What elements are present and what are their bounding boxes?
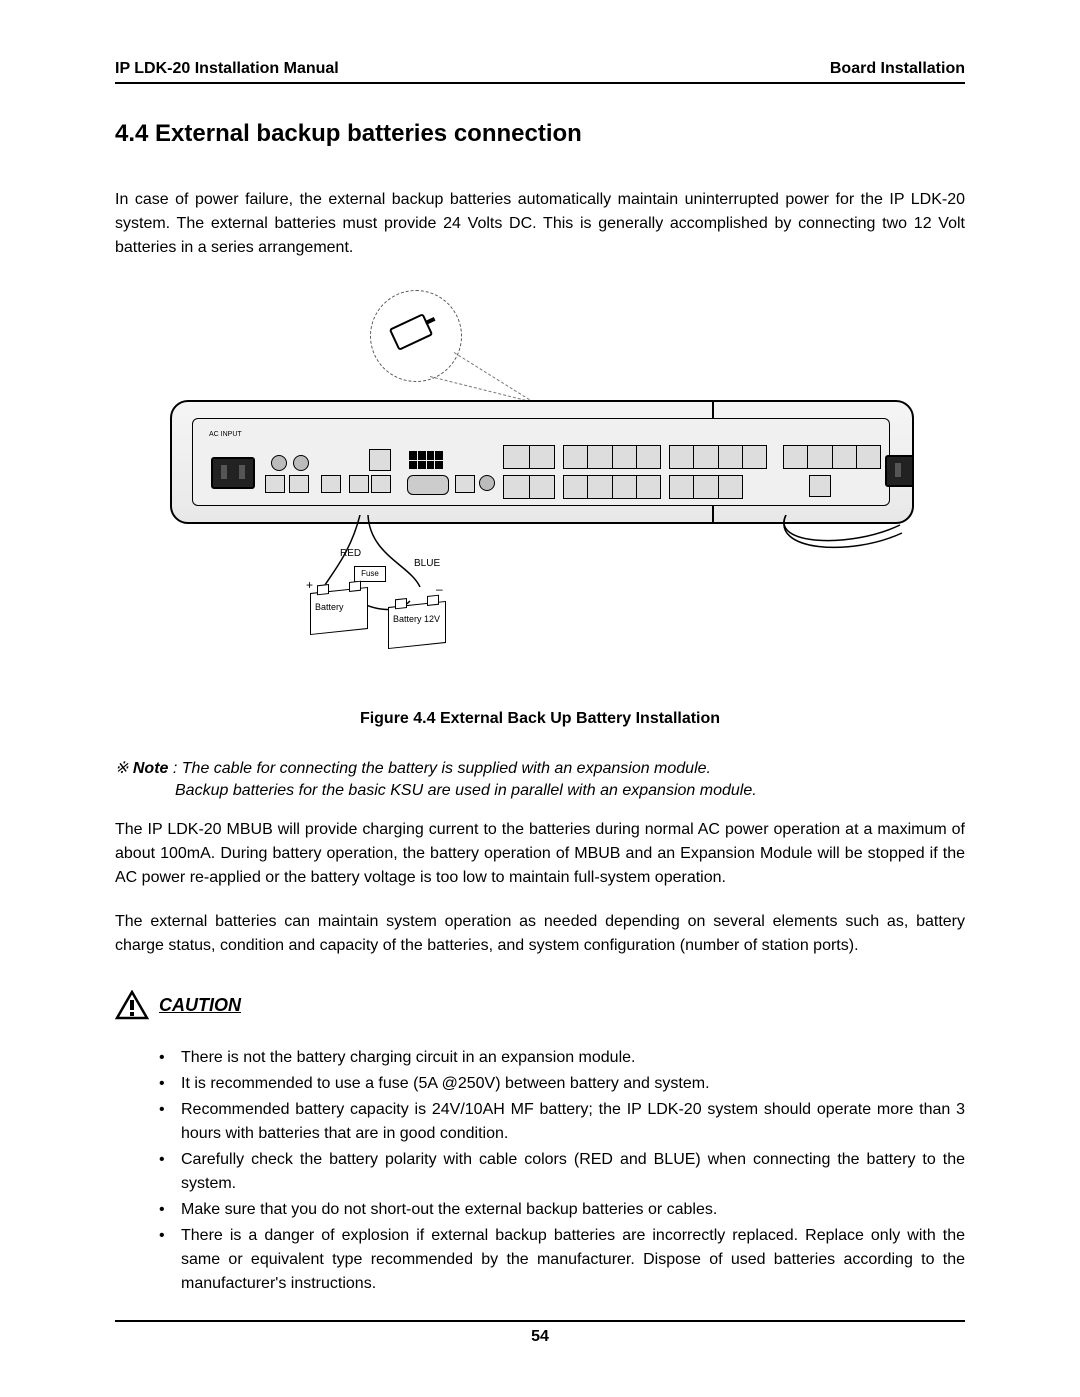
page-number: 54 bbox=[115, 1328, 965, 1346]
figure-container: AC INPUT bbox=[115, 290, 965, 650]
circle-button bbox=[271, 455, 287, 471]
ac-input-label: AC INPUT bbox=[209, 431, 242, 438]
device-chassis: AC INPUT bbox=[170, 400, 914, 524]
document-page: IP LDK-20 Installation Manual Board Inst… bbox=[0, 0, 1080, 1397]
caution-item: There is a danger of explosion if extern… bbox=[181, 1224, 965, 1296]
blue-wire-label: BLUE bbox=[414, 558, 440, 569]
caution-item: There is not the battery charging circui… bbox=[181, 1046, 965, 1070]
rj-block bbox=[783, 445, 881, 469]
small-port bbox=[371, 475, 391, 493]
rj-block bbox=[669, 445, 767, 469]
header-row: IP LDK-20 Installation Manual Board Inst… bbox=[115, 60, 965, 82]
circle-button bbox=[479, 475, 495, 491]
battery-icon: Battery 12V bbox=[388, 601, 446, 649]
led-strip bbox=[409, 451, 443, 469]
rj-block bbox=[503, 475, 555, 499]
note-symbol: ※ bbox=[115, 760, 128, 777]
serial-port bbox=[407, 475, 449, 495]
caution-item: Make sure that you do not short-out the … bbox=[181, 1198, 965, 1222]
section-title: 4.4 External backup batteries connection bbox=[115, 120, 965, 148]
note-text-2: Backup batteries for the basic KSU are u… bbox=[175, 782, 965, 800]
rj-block bbox=[563, 445, 661, 469]
ac-input-port bbox=[885, 455, 914, 487]
header-rule bbox=[115, 82, 965, 84]
plus-label: + bbox=[306, 578, 313, 592]
caution-item: Recommended battery capacity is 24V/10AH… bbox=[181, 1098, 965, 1146]
batt-port bbox=[809, 475, 831, 497]
red-wire-label: RED bbox=[340, 548, 361, 559]
caution-block: CAUTION There is not the battery chargin… bbox=[115, 990, 965, 1296]
rj-block bbox=[669, 475, 743, 499]
warning-icon bbox=[115, 990, 149, 1020]
battery-diagram: AC INPUT bbox=[170, 290, 910, 650]
caution-heading: CAUTION bbox=[115, 990, 965, 1020]
note-line: ※ Note : The cable for connecting the ba… bbox=[115, 758, 965, 778]
ac-input-port bbox=[211, 457, 255, 489]
battery-label: Battery 12V bbox=[393, 615, 440, 624]
rj-port bbox=[369, 449, 391, 471]
paragraph-2: The IP LDK-20 MBUB will provide charging… bbox=[115, 818, 965, 890]
battery-label: Battery bbox=[315, 602, 344, 612]
header-left: IP LDK-20 Installation Manual bbox=[115, 60, 339, 78]
circle-button bbox=[293, 455, 309, 471]
rj-block bbox=[563, 475, 661, 499]
cable-svg bbox=[730, 515, 910, 595]
note-label: Note bbox=[133, 760, 169, 777]
caution-item: It is recommended to use a fuse (5A @250… bbox=[181, 1072, 965, 1096]
caution-item: Carefully check the battery polarity wit… bbox=[181, 1148, 965, 1196]
small-port bbox=[265, 475, 285, 493]
caution-title: CAUTION bbox=[159, 995, 241, 1016]
intro-paragraph: In case of power failure, the external b… bbox=[115, 188, 965, 260]
rj-block bbox=[503, 445, 555, 469]
battery-icon: Battery bbox=[310, 587, 368, 635]
header-right: Board Installation bbox=[830, 60, 965, 78]
rear-panel: AC INPUT bbox=[192, 418, 890, 506]
footer-rule bbox=[115, 1320, 965, 1322]
fuse-icon: Fuse bbox=[354, 566, 386, 582]
note-text-1: : The cable for connecting the battery i… bbox=[173, 760, 711, 777]
caution-list: There is not the battery charging circui… bbox=[115, 1046, 965, 1296]
small-port bbox=[321, 475, 341, 493]
paragraph-3: The external batteries can maintain syst… bbox=[115, 910, 965, 958]
small-port bbox=[455, 475, 475, 493]
small-port bbox=[349, 475, 369, 493]
figure-caption: Figure 4.4 External Back Up Battery Inst… bbox=[115, 710, 965, 728]
small-port bbox=[289, 475, 309, 493]
